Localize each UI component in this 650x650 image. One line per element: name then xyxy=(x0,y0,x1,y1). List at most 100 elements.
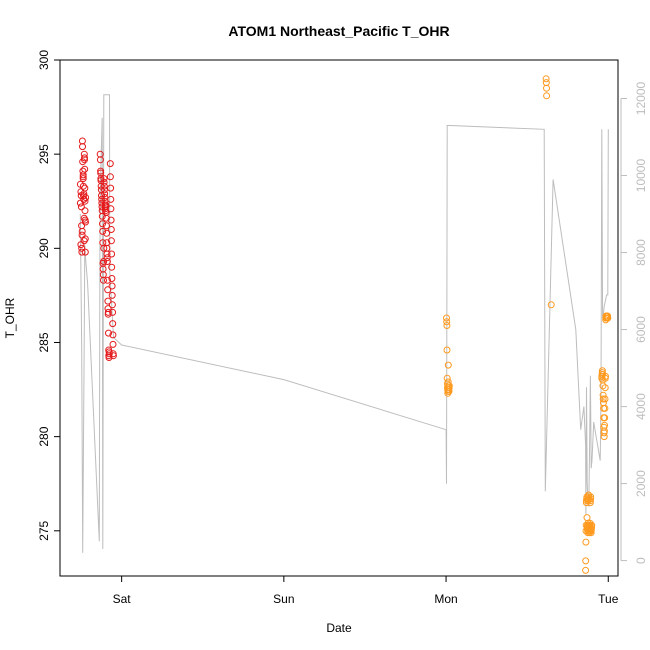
data-point-series-1 xyxy=(78,244,86,252)
altitude-line xyxy=(79,94,609,553)
data-point-series-2 xyxy=(602,372,609,380)
data-point-series-1 xyxy=(103,254,111,262)
y2-tick-label: 6000 xyxy=(634,316,648,343)
x-tick-label: Sun xyxy=(273,592,294,606)
data-point-series-1 xyxy=(79,143,86,151)
y-axis: 275 280 285 290 295 300 xyxy=(37,50,61,541)
data-point-series-1 xyxy=(99,220,106,228)
data-point-series-1 xyxy=(102,201,110,209)
y-axis-label: T_OHR xyxy=(3,297,17,338)
data-point-series-1 xyxy=(109,352,117,360)
x-axis-label: Date xyxy=(326,621,352,635)
data-point-series-1 xyxy=(98,212,106,220)
data-point-series-2 xyxy=(598,367,606,375)
data-point-series-1 xyxy=(81,235,89,243)
data-point-series-1 xyxy=(107,184,115,192)
data-point-series-1 xyxy=(78,137,86,145)
y2-tick-label: 8000 xyxy=(634,239,648,266)
data-point-series-1 xyxy=(103,250,111,258)
plot-marks xyxy=(76,75,612,574)
data-point-series-2 xyxy=(599,382,607,390)
data-point-series-1 xyxy=(109,331,117,339)
data-point-series-1 xyxy=(109,320,117,328)
data-point-series-1 xyxy=(78,248,86,256)
data-point-series-2 xyxy=(601,414,609,422)
data-point-series-1 xyxy=(108,250,116,258)
data-point-series-1 xyxy=(101,190,109,198)
x-axis: Sat Sun Mon Tue xyxy=(113,575,619,606)
data-point-series-1 xyxy=(103,258,111,265)
data-point-series-1 xyxy=(100,244,108,252)
data-point-series-1 xyxy=(105,350,113,358)
data-point-series-2 xyxy=(543,84,550,92)
data-point-series-1 xyxy=(101,194,109,201)
data-point-series-1 xyxy=(82,194,90,201)
y2-tick-label: 12000 xyxy=(634,81,648,115)
data-point-series-1 xyxy=(100,276,107,284)
data-point-series-1 xyxy=(108,263,116,271)
data-point-series-1 xyxy=(81,197,89,205)
data-point-series-1 xyxy=(104,276,111,284)
data-point-series-2 xyxy=(601,404,609,412)
y-tick-label: 295 xyxy=(37,144,51,164)
data-point-series-1 xyxy=(108,301,116,309)
data-point-series-1 xyxy=(79,158,87,166)
data-point-series-2 xyxy=(443,314,450,322)
data-point-series-1 xyxy=(103,229,111,237)
y-tick-label: 275 xyxy=(37,520,51,540)
data-point-series-2 xyxy=(600,433,608,441)
data-point-series-1 xyxy=(108,291,116,299)
data-point-series-2 xyxy=(543,92,551,100)
data-point-series-1 xyxy=(109,340,117,348)
data-point-series-2 xyxy=(542,79,550,87)
data-point-series-1 xyxy=(102,222,110,230)
data-point-series-2 xyxy=(587,493,595,501)
data-point-series-1 xyxy=(81,248,89,256)
data-point-series-1 xyxy=(107,226,115,233)
data-point-series-1 xyxy=(79,173,87,181)
data-point-series-2 xyxy=(444,361,452,369)
data-point-series-1 xyxy=(106,160,114,168)
data-point-series-2 xyxy=(445,382,453,390)
y2-tick-label: 2000 xyxy=(634,470,648,497)
data-point-series-2 xyxy=(588,521,596,529)
data-point-series-1 xyxy=(78,222,86,230)
plot-frame xyxy=(59,59,619,577)
data-point-series-1 xyxy=(109,308,117,316)
chart-title: ATOM1 Northeast_Pacific T_OHR xyxy=(228,23,449,39)
data-point-series-2 xyxy=(601,384,609,392)
data-point-series-2 xyxy=(582,557,590,565)
y-tick-label: 300 xyxy=(37,50,51,70)
data-point-series-1 xyxy=(100,178,108,186)
data-point-series-1 xyxy=(107,205,115,213)
data-point-series-1 xyxy=(81,156,88,164)
y2-tick-label: 4000 xyxy=(634,393,648,420)
data-point-series-2 xyxy=(583,514,591,522)
data-point-series-2 xyxy=(599,391,607,399)
x-tick-label: Tue xyxy=(598,592,619,606)
data-point-series-1 xyxy=(99,227,107,235)
x-tick-label: Mon xyxy=(434,592,457,606)
data-point-series-1 xyxy=(78,227,86,235)
data-point-series-1 xyxy=(100,182,108,190)
data-point-series-1 xyxy=(100,186,108,194)
data-point-series-2 xyxy=(443,346,451,354)
data-point-series-1 xyxy=(81,165,89,173)
data-point-series-2 xyxy=(547,301,555,309)
data-point-series-2 xyxy=(604,314,612,322)
data-point-series-2 xyxy=(443,318,451,326)
data-point-series-2 xyxy=(601,395,609,403)
data-point-series-1 xyxy=(104,297,112,305)
data-point-series-1 xyxy=(81,184,89,192)
data-point-series-1 xyxy=(104,286,112,294)
x-tick-label: Sat xyxy=(113,592,132,606)
data-point-series-1 xyxy=(81,154,88,162)
data-point-series-1 xyxy=(96,156,104,164)
data-point-series-1 xyxy=(77,203,85,211)
y-tick-label: 280 xyxy=(37,426,51,446)
data-point-series-2 xyxy=(443,322,451,329)
data-point-series-1 xyxy=(79,182,87,190)
y2-tick-label: 10000 xyxy=(634,159,648,193)
y-tick-label: 290 xyxy=(37,238,51,258)
